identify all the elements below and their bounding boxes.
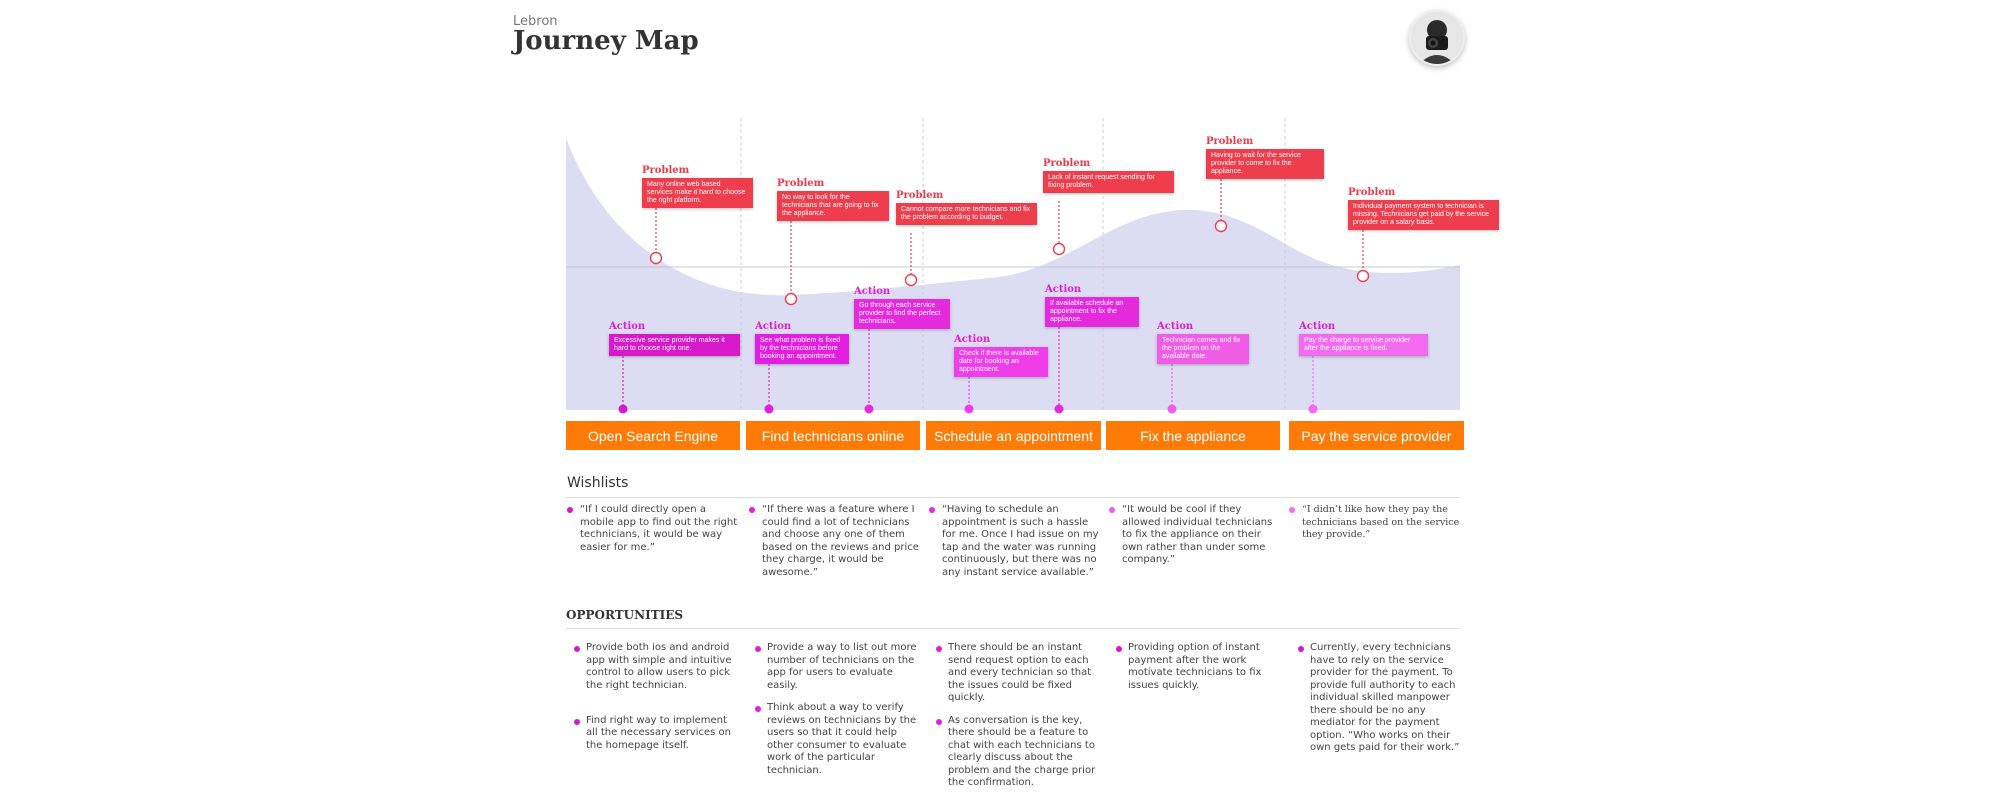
opportunity-item: Think about a way to verify reviews on t…	[767, 702, 917, 776]
opportunity-item: As conversation is the key, there should…	[948, 714, 1096, 789]
action-callout: Action Technician comes and fix the probl…	[1157, 321, 1249, 364]
wishlist-bullet-icon	[567, 507, 573, 513]
action-callout: Action Pay the charge to service provider…	[1299, 321, 1428, 356]
project-name: Lebron	[513, 14, 558, 29]
opportunity-item: Find right way to implement all the nece…	[586, 714, 732, 751]
wishlist-item: “If I could directly open a mobile app t…	[580, 504, 738, 553]
problem-marker	[904, 273, 918, 287]
action-callout: Action If available schedule an appointme…	[1045, 284, 1139, 327]
stage-2-button[interactable]: Find technicians online	[746, 421, 920, 450]
opportunities-heading: OPPORTUNITIES	[566, 608, 684, 622]
opportunities-divider	[566, 628, 1460, 629]
stage-5-button[interactable]: Pay the service provider	[1289, 421, 1464, 450]
opportunity-bullet-icon	[936, 718, 942, 725]
user-photo-icon	[1411, 12, 1463, 64]
action-label: Action	[609, 321, 646, 332]
problem-text: Having to wait for the service provider …	[1206, 149, 1324, 179]
action-text: Excessive service provider makes it hard…	[609, 334, 740, 356]
action-marker	[1054, 404, 1064, 414]
wishlist-bullet-icon	[929, 507, 935, 513]
action-text: See what problem is fixed by the technic…	[755, 334, 849, 364]
stage-3-button[interactable]: Schedule an appointment	[926, 421, 1101, 450]
action-marker	[764, 404, 774, 414]
problem-text: Individual payment system to technician …	[1348, 200, 1499, 230]
action-label: Action	[954, 334, 991, 345]
wishlists-divider	[566, 497, 1460, 498]
action-label: Action	[1299, 321, 1336, 332]
action-marker	[864, 404, 874, 414]
opportunity-item: Provide a way to list out more number of…	[767, 642, 917, 691]
stage-4-button[interactable]: Fix the appliance	[1106, 421, 1280, 450]
wishlist-item: “It would be cool if they allowed indivi…	[1122, 504, 1273, 565]
problem-label: Problem	[642, 165, 690, 176]
page-title: Journey Map	[513, 26, 699, 56]
problem-label: Problem	[896, 190, 944, 201]
action-text: Technician comes and fix the problem on …	[1157, 334, 1249, 364]
action-label: Action	[1045, 284, 1082, 295]
problem-marker	[784, 292, 798, 306]
action-marker	[1308, 404, 1318, 414]
action-text: Pay the charge to service provider after…	[1299, 334, 1428, 356]
action-text: Go through each service provider to find…	[854, 299, 950, 329]
opportunity-bullet-icon	[574, 718, 580, 725]
action-callout: Action See what problem is fixed by the t…	[755, 321, 849, 364]
wishlist-item: “I didn’t like how they pay the technici…	[1302, 504, 1460, 540]
problem-text: Many online web based services make it h…	[642, 178, 753, 208]
wishlist-item: “Having to schedule an appointment is su…	[942, 504, 1099, 578]
action-marker	[1167, 404, 1177, 414]
problem-callout: Problem Cannot compare more technicians a…	[896, 190, 1037, 225]
problem-marker	[649, 251, 663, 265]
problem-callout: Problem Having to wait for the service pr…	[1206, 136, 1324, 179]
action-callout: Action Excessive service provider makes i…	[609, 321, 740, 356]
wishlist-item: “If there was a feature where I could fi…	[762, 504, 919, 578]
problem-label: Problem	[1206, 136, 1254, 147]
opportunity-bullet-icon	[755, 706, 761, 712]
wishlist-bullet-icon	[1289, 507, 1295, 513]
problem-text: Lack of instant request sending for fixi…	[1043, 171, 1174, 193]
action-callout: Action Go through each service provider t…	[854, 286, 950, 329]
problem-callout: Problem Individual payment system to tech…	[1348, 187, 1499, 230]
problem-marker	[1052, 242, 1066, 256]
avatar[interactable]	[1409, 10, 1465, 66]
opportunity-bullet-icon	[755, 646, 761, 652]
problem-callout: Problem Many online web based services ma…	[642, 165, 753, 208]
problem-text: No way to look for the technicians that …	[777, 191, 889, 221]
opportunity-item: Currently, every technicians have to rel…	[1310, 642, 1460, 753]
wishlist-bullet-icon	[1109, 507, 1115, 513]
stage-1-button[interactable]: Open Search Engine	[566, 421, 740, 450]
problem-callout: Problem No way to look for the technician…	[777, 178, 889, 221]
action-label: Action	[1157, 321, 1194, 332]
opportunity-bullet-icon	[1116, 646, 1122, 652]
opportunity-item: There should be an instant send request …	[948, 642, 1092, 703]
opportunity-bullet-icon	[1298, 646, 1304, 652]
action-marker	[618, 404, 628, 414]
action-callout: Action Check if there is available date f…	[954, 334, 1048, 377]
problem-label: Problem	[1043, 158, 1091, 169]
action-label: Action	[755, 321, 792, 332]
problem-label: Problem	[1348, 187, 1396, 198]
problem-callout: Problem Lack of instant request sending f…	[1043, 158, 1174, 193]
action-label: Action	[854, 286, 891, 297]
problem-label: Problem	[777, 178, 825, 189]
wishlists-heading: Wishlists	[567, 475, 629, 491]
wishlist-bullet-icon	[749, 507, 755, 513]
opportunity-item: Providing option of instant payment afte…	[1128, 642, 1262, 691]
opportunity-item: Provide both ios and android app with si…	[586, 642, 732, 691]
problem-marker	[1214, 219, 1228, 233]
opportunity-bullet-icon	[574, 646, 580, 652]
problem-marker	[1356, 269, 1370, 283]
action-text: If available schedule an appointment to …	[1045, 297, 1139, 327]
opportunity-bullet-icon	[936, 646, 942, 652]
problem-text: Cannot compare more technicians and fix …	[896, 203, 1037, 225]
action-marker	[964, 404, 974, 414]
action-text: Check if there is available date for boo…	[954, 347, 1048, 377]
